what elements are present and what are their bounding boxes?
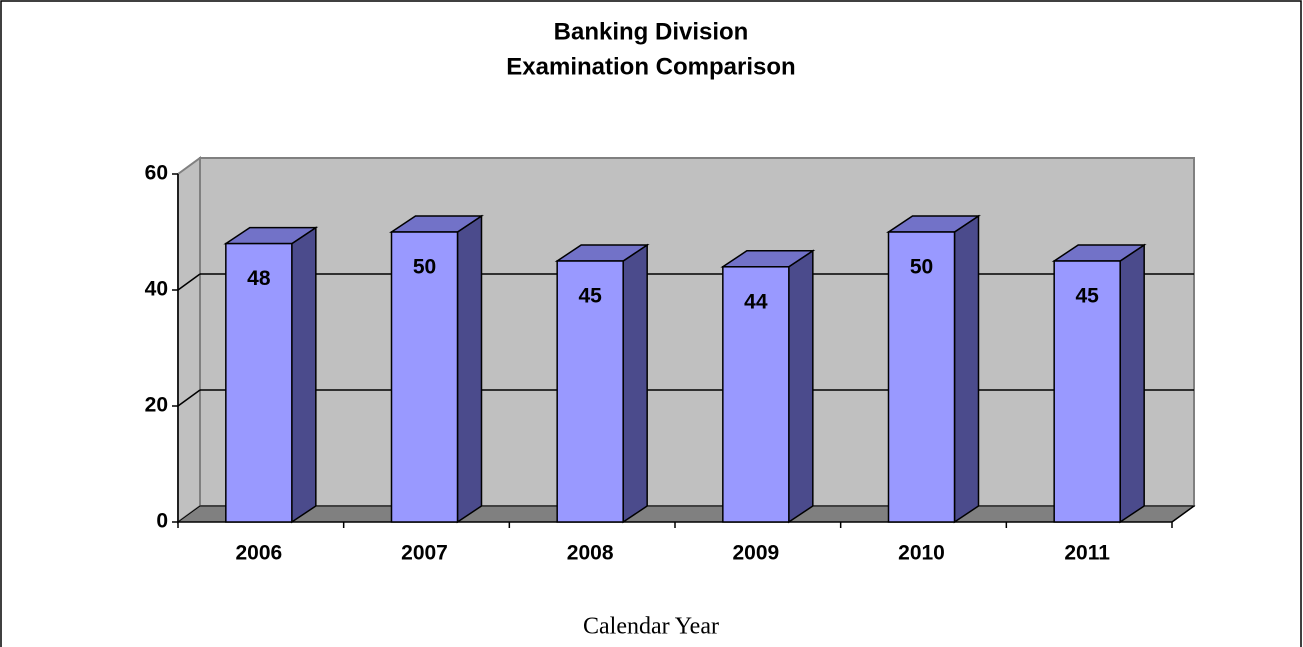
x-tick-label: 2006 xyxy=(235,542,282,565)
bar-side xyxy=(456,214,483,524)
bar xyxy=(722,266,790,523)
back-wall xyxy=(199,157,1195,507)
y-tick-label: 40 xyxy=(145,278,168,301)
bar xyxy=(887,231,956,523)
y-tick-label: 0 xyxy=(156,510,168,533)
y-tick-label: 60 xyxy=(145,162,168,185)
bar-side xyxy=(1119,243,1145,524)
floor xyxy=(176,505,1196,523)
bar-side xyxy=(291,226,317,524)
data-label: 48 xyxy=(247,267,271,290)
x-tick-label: 2009 xyxy=(732,542,779,565)
grid-line xyxy=(177,389,201,407)
bar xyxy=(390,231,459,523)
title-group: Banking Division Examination Comparison xyxy=(506,18,795,80)
data-label: 50 xyxy=(910,256,933,279)
grid-line xyxy=(177,273,201,291)
x-tick-label: 2007 xyxy=(401,542,448,565)
x-tick-label: 2010 xyxy=(898,542,945,565)
data-label: 45 xyxy=(1075,285,1099,308)
y-tick-label: 20 xyxy=(145,394,168,417)
bar xyxy=(1053,260,1121,523)
data-label: 44 xyxy=(744,290,768,313)
side-wall xyxy=(177,156,201,524)
data-label: 45 xyxy=(578,285,602,308)
bar xyxy=(225,242,293,523)
x-axis-label: Calendar Year xyxy=(583,614,719,640)
x-axis-depth xyxy=(1171,505,1195,523)
x-tick-label: 2011 xyxy=(1064,542,1110,565)
bar-side xyxy=(788,249,814,524)
x-tick-label: 2008 xyxy=(567,542,614,565)
chart-title: Banking Division xyxy=(554,18,749,45)
chart-title: Examination Comparison xyxy=(506,53,795,80)
data-label: 50 xyxy=(413,256,436,279)
bar-side xyxy=(622,243,648,524)
bar-side xyxy=(953,214,980,524)
bar xyxy=(556,260,624,523)
